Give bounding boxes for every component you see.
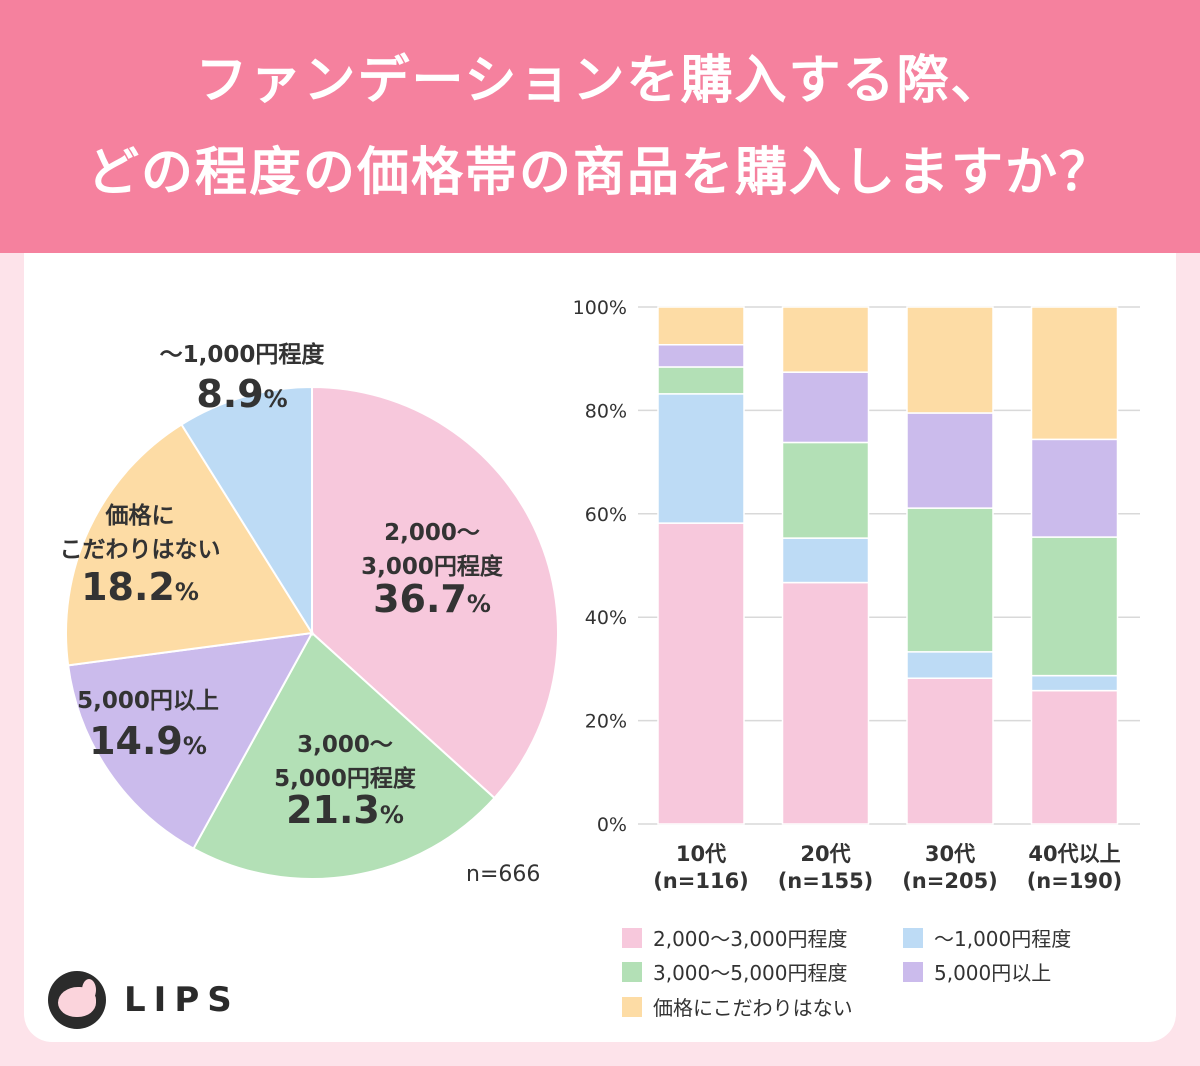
x-category-sample: (n=190) xyxy=(1027,869,1123,893)
lips-deer-icon xyxy=(48,971,106,1029)
legend-label: 3,000〜5,000円程度 xyxy=(653,961,848,985)
pie-slice-5 xyxy=(180,385,313,637)
legend-swatch xyxy=(622,928,642,948)
pie-label-1: 2,000〜 xyxy=(384,520,480,546)
y-tick-label: 60% xyxy=(585,504,627,526)
pie-slice-2 xyxy=(192,631,496,880)
bar-segment xyxy=(657,366,745,395)
y-tick-label: 20% xyxy=(585,711,627,733)
x-category-sample: (n=205) xyxy=(902,869,998,893)
pie-value-3: 14.9% xyxy=(89,719,207,763)
bar-segment xyxy=(906,507,994,653)
legend-label: 〜1,000円程度 xyxy=(934,927,1071,951)
pie-label-5: 〜1,000円程度 xyxy=(160,341,326,368)
bar-segment xyxy=(781,537,870,584)
x-category-label: 40代以上 xyxy=(1028,842,1120,866)
legend-swatch xyxy=(622,962,642,982)
bar-segment xyxy=(906,651,994,679)
header-banner: ファンデーションを購入する際、 どの程度の価格帯の商品を購入しますか？ xyxy=(0,0,1200,253)
bar-segment xyxy=(657,522,745,825)
bar-segment xyxy=(1030,674,1119,692)
x-category-sample: (n=116) xyxy=(653,869,749,893)
bar-segment xyxy=(1030,536,1119,677)
bar-segment xyxy=(781,441,870,539)
page-title-line-1: ファンデーションを購入する際、 xyxy=(195,50,1005,111)
pie-label-4: 価格に xyxy=(105,502,175,529)
bar-segment xyxy=(1030,438,1119,538)
y-tick-label: 40% xyxy=(585,607,627,629)
y-tick-label: 100% xyxy=(573,297,627,319)
bar-segment xyxy=(781,581,870,825)
legend-label: 価格にこだわりはない xyxy=(653,996,853,1020)
bar-segment xyxy=(1030,306,1119,441)
bar-segment xyxy=(657,393,745,524)
bar-segment xyxy=(657,306,745,346)
x-category-sample: (n=155) xyxy=(778,869,874,893)
pie-slice-3 xyxy=(67,631,314,850)
page-title-line-2: どの程度の価格帯の商品を購入しますか？ xyxy=(86,142,1113,203)
pie-value-5: 8.9% xyxy=(196,372,287,416)
legend-label: 5,000円以上 xyxy=(934,961,1051,985)
pie-slice-4 xyxy=(65,423,314,667)
sample-size-label: n=666 xyxy=(466,862,540,887)
legend-label: 2,000〜3,000円程度 xyxy=(653,927,848,951)
legend-swatch xyxy=(903,962,923,982)
bar-segment xyxy=(657,343,745,368)
pie-value-2: 21.3% xyxy=(286,788,404,832)
x-category-label: 20代 xyxy=(800,842,850,866)
x-category-label: 10代 xyxy=(676,842,726,866)
pie-label-4: こだわりはない xyxy=(60,537,221,563)
y-tick-label: 80% xyxy=(585,400,627,422)
pie-value-4: 18.2% xyxy=(81,565,199,609)
pie-label-2: 3,000〜 xyxy=(297,732,393,758)
bar-segment xyxy=(906,306,994,414)
pie-label-3: 5,000円以上 xyxy=(77,688,219,714)
brand-logo: LIPS xyxy=(48,970,240,1030)
x-category-label: 30代 xyxy=(925,842,975,866)
pie-label-1: 3,000円程度 xyxy=(361,553,504,580)
legend-swatch xyxy=(903,928,923,948)
y-tick-label: 0% xyxy=(597,814,627,836)
brand-name: LIPS xyxy=(124,980,240,1020)
bar-segment xyxy=(906,677,994,825)
bar-segment xyxy=(1030,689,1119,825)
bar-segment xyxy=(906,412,994,509)
pie-slice-1 xyxy=(311,385,560,800)
pie-label-2: 5,000円程度 xyxy=(274,765,417,792)
bar-segment xyxy=(781,306,870,373)
legend-swatch xyxy=(622,997,642,1017)
bar-segment xyxy=(781,371,870,444)
pie-value-1: 36.7% xyxy=(373,577,491,621)
